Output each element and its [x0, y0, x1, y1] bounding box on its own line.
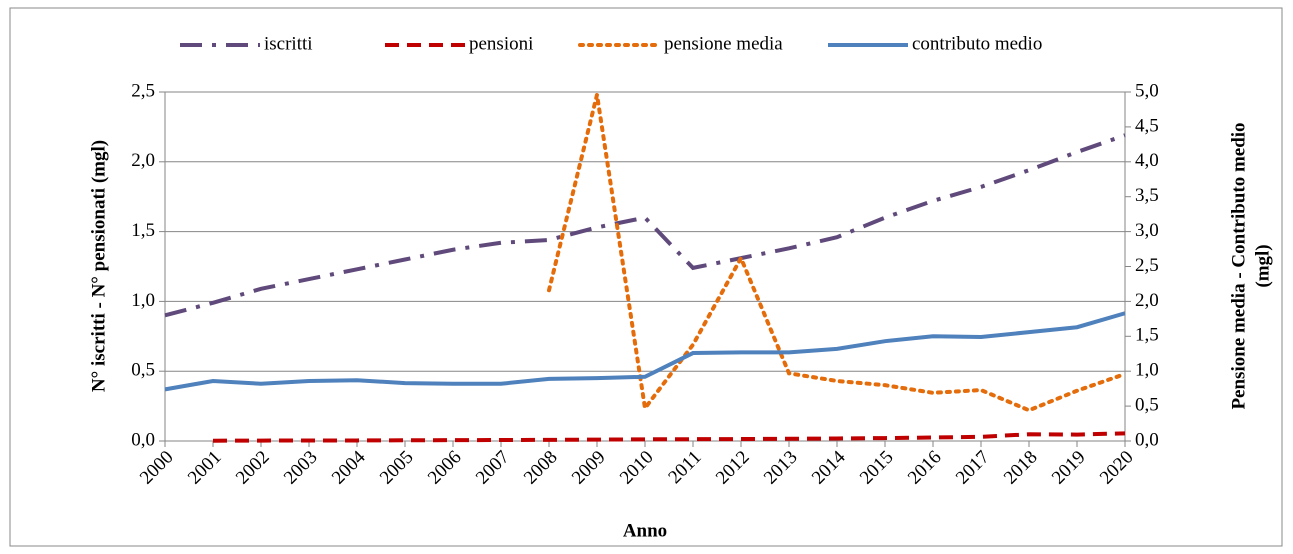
y-tick-label: 0,0: [131, 429, 155, 450]
series-line: [212, 431, 1126, 443]
y2-axis-title: (mgl): [1252, 244, 1273, 287]
y-tick-label: 2,0: [131, 150, 155, 171]
y2-tick-label: 1,0: [1135, 360, 1159, 381]
y2-tick-label: 2,0: [1135, 290, 1159, 311]
y2-tick-label: 4,5: [1135, 115, 1159, 136]
y-tick-label: 2,5: [131, 80, 155, 101]
legend-label: pensione media: [664, 33, 783, 54]
y-axis-title: N° iscritti - N° pensionati (mgl): [88, 140, 109, 392]
y2-tick-label: 2,5: [1135, 255, 1159, 276]
chart-frame: [9, 7, 1283, 547]
y2-tick-label: 3,5: [1135, 185, 1159, 206]
legend-label: iscritti: [264, 33, 313, 54]
y-tick-label: 1,5: [131, 220, 155, 241]
y2-tick-label: 5,0: [1135, 80, 1159, 101]
y-tick-label: 0,5: [131, 360, 155, 381]
y2-tick-label: 4,0: [1135, 150, 1159, 171]
legend-label: contributo medio: [912, 33, 1042, 54]
legend-label: pensioni: [469, 33, 533, 54]
y-tick-label: 1,0: [131, 290, 155, 311]
y2-tick-label: 1,5: [1135, 325, 1159, 346]
y2-tick-label: 0,5: [1135, 394, 1159, 415]
series-line: [164, 133, 1126, 318]
series-line: [164, 311, 1126, 392]
x-axis-title: Anno: [623, 520, 667, 541]
y2-axis-title: Pensione media - Contributo medio: [1228, 122, 1249, 409]
y2-tick-label: 0,0: [1135, 429, 1159, 450]
y2-tick-label: 3,0: [1135, 220, 1159, 241]
